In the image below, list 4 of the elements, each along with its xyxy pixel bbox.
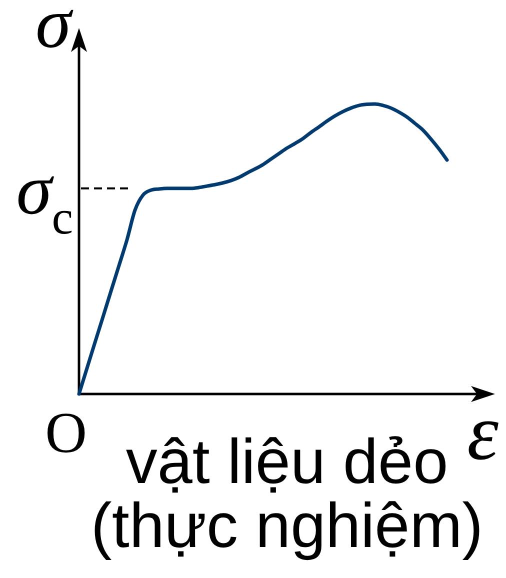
x-axis-title: ε [467, 389, 499, 477]
text: O [45, 400, 87, 465]
y-axis-title: σ [35, 0, 74, 63]
text: vật liệu dẻo [126, 427, 448, 497]
